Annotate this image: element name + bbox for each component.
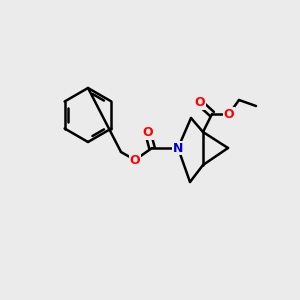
Text: O: O — [195, 97, 205, 110]
Text: O: O — [224, 107, 234, 121]
Text: O: O — [130, 154, 140, 166]
Text: O: O — [143, 127, 153, 140]
Text: N: N — [173, 142, 183, 154]
